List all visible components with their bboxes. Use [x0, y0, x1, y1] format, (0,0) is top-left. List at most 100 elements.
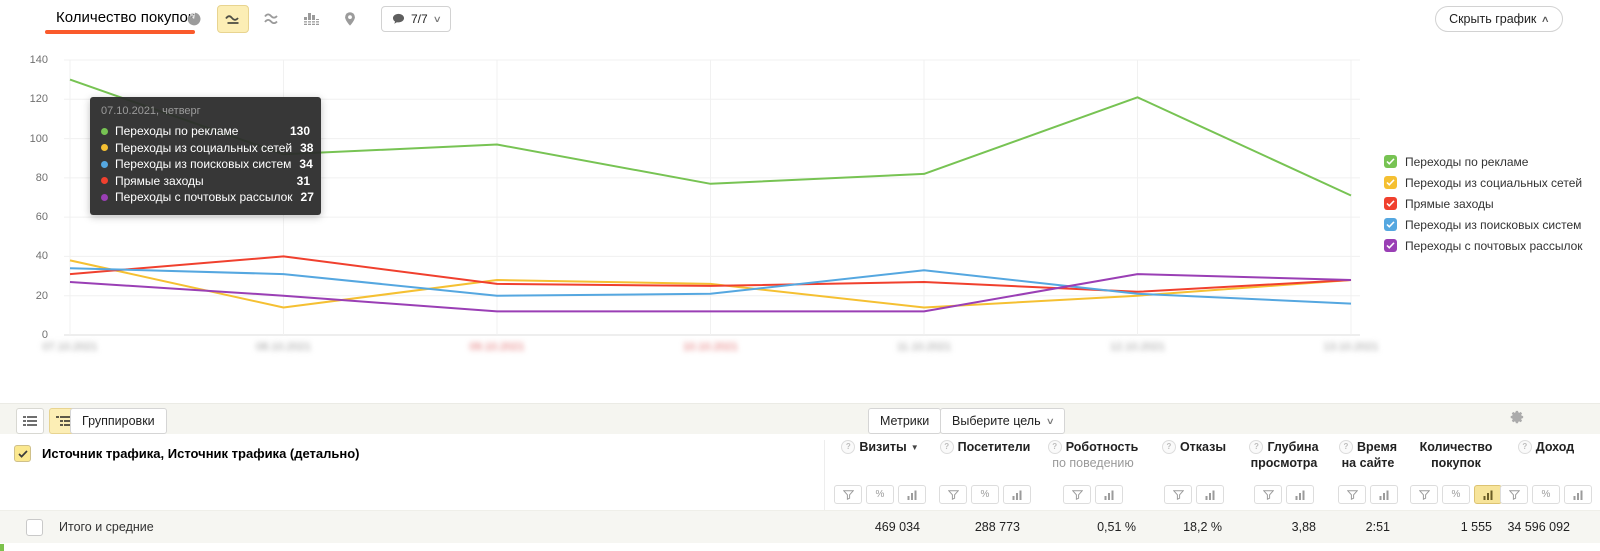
bar-chart-filter-icon[interactable] [1003, 485, 1031, 504]
column-title[interactable]: Количество [1419, 440, 1493, 454]
line-chart: 0 20 40 60 80 100 120 140 07.10.2021 08.10.2021 0… [0, 42, 1600, 360]
y-tick-label: 100 [29, 132, 48, 145]
line-chart-icon[interactable] [217, 5, 249, 33]
column-title[interactable]: Посетители [957, 440, 1031, 454]
help-icon[interactable]: ? [1161, 440, 1176, 454]
sort-desc-icon[interactable]: ▼ [910, 442, 919, 452]
stacked-area-icon[interactable] [256, 5, 288, 33]
series-line[interactable] [69, 267, 1352, 305]
chart-legend: Переходы по рекламе Переходы из социальны… [1384, 151, 1583, 256]
series-line[interactable] [69, 255, 1352, 293]
map-pin-icon[interactable] [334, 5, 366, 33]
y-tick-label: 20 [35, 289, 48, 302]
metric-column: ? Глубина просмотра [1237, 440, 1331, 510]
filter-funnel-icon[interactable] [834, 485, 862, 504]
legend-label: Переходы из поисковых систем [1405, 217, 1582, 232]
legend-item[interactable]: Переходы по рекламе [1384, 151, 1583, 172]
help-icon[interactable]: ? [1249, 440, 1264, 454]
series-color-dot [101, 177, 108, 185]
bar-chart-filter-icon[interactable] [1370, 485, 1398, 504]
legend-item[interactable]: Переходы из поисковых систем [1384, 214, 1583, 235]
x-tick-label: 10.10.2021 [682, 341, 739, 353]
groupings-button[interactable]: Группировки [70, 408, 167, 434]
legend-checkbox[interactable] [1384, 176, 1397, 189]
filter-funnel-icon[interactable] [1338, 485, 1366, 504]
column-title[interactable]: Визиты [859, 440, 907, 454]
help-icon[interactable]: ? [1517, 440, 1532, 454]
legend-checkbox[interactable] [1384, 155, 1397, 168]
pie-chart-icon[interactable] [178, 5, 210, 33]
bar-chart-filter-icon[interactable] [1095, 485, 1123, 504]
choose-goal-button[interactable]: Выберите цель ∨ [940, 408, 1066, 434]
filter-funnel-icon[interactable] [1500, 485, 1528, 504]
series-color-dot [101, 193, 108, 201]
filter-funnel-icon[interactable] [1063, 485, 1091, 504]
bar-chart-filter-icon[interactable] [1474, 485, 1502, 504]
totals-value: 1 555 [1460, 520, 1492, 534]
percent-filter-icon[interactable]: % [1442, 485, 1470, 504]
metric-column: ? Посетители% [935, 440, 1035, 510]
y-tick-label: 0 [41, 329, 48, 341]
dimension-checkbox[interactable] [14, 445, 31, 462]
totals-value: 469 034 [874, 520, 920, 534]
bar-chart-filter-icon[interactable] [898, 485, 926, 504]
legend-label: Переходы с почтовых рассылок [1405, 238, 1583, 253]
totals-checkbox[interactable] [26, 518, 43, 536]
column-subtitle: по поведению [1052, 456, 1134, 470]
column-subtitle: просмотра [1250, 456, 1318, 470]
totals-value: 288 773 [974, 520, 1020, 534]
filter-funnel-icon[interactable] [1254, 485, 1282, 504]
series-color-dot [101, 144, 108, 152]
chevron-down-icon: ∨ [1045, 415, 1055, 426]
y-tick-label: 40 [35, 250, 48, 263]
series-line[interactable] [69, 273, 1352, 313]
bar-chart-filter-icon[interactable] [1286, 485, 1314, 504]
column-title[interactable]: Доход [1535, 440, 1575, 454]
help-icon[interactable]: ? [1339, 440, 1353, 454]
help-icon[interactable]: ? [939, 440, 954, 454]
help-icon[interactable]: ? [1047, 440, 1062, 454]
bar-chart-filter-icon[interactable] [1564, 485, 1592, 504]
series-line[interactable] [69, 259, 1352, 309]
metrics-button[interactable]: Метрики [868, 408, 942, 434]
next-row-color-indicator [0, 544, 4, 551]
column-subtitle: на сайте [1341, 456, 1395, 470]
hide-chart-button[interactable]: Скрыть график ∧ [1435, 6, 1563, 32]
legend-label: Переходы по рекламе [1405, 154, 1529, 169]
metric-column: ? Время на сайте [1331, 440, 1405, 510]
totals-value: 0,51 % [1097, 520, 1136, 534]
segments-selector[interactable]: 7/7 ∨ [381, 6, 452, 32]
bar-chart-filter-icon[interactable] [1196, 485, 1224, 504]
legend-item[interactable]: Прямые заходы [1384, 193, 1583, 214]
column-title[interactable]: Глубина [1267, 440, 1319, 454]
column-title[interactable]: Время [1357, 440, 1397, 454]
segments-count: 7/7 [411, 12, 428, 26]
column-title[interactable]: Роботность [1065, 440, 1139, 454]
totals-row: Итого и средние 469 034 288 773 0,51 % 18,2… [0, 510, 1600, 543]
filter-funnel-icon[interactable] [1164, 485, 1192, 504]
help-icon[interactable]: ? [841, 440, 856, 454]
percent-filter-icon[interactable]: % [866, 485, 894, 504]
legend-checkbox[interactable] [1384, 218, 1397, 231]
column-title[interactable]: Отказы [1179, 440, 1227, 454]
x-tick-label: 13.10.2021 [1323, 341, 1379, 353]
tooltip-row: Переходы из социальных сетей 38 [101, 140, 313, 157]
legend-checkbox[interactable] [1384, 197, 1397, 210]
legend-item[interactable]: Переходы из социальных сетей [1384, 172, 1583, 193]
x-tick-label: 09.10.2021 [469, 341, 525, 353]
series-color-dot [101, 127, 108, 135]
table-toolbar: Группировки Метрики Выберите цель ∨ [0, 403, 1600, 435]
filter-funnel-icon[interactable] [939, 485, 967, 504]
filter-funnel-icon[interactable] [1410, 485, 1438, 504]
flat-list-icon[interactable] [16, 408, 44, 434]
tooltip-row: Переходы с почтовых рассылок 27 [101, 189, 314, 206]
legend-checkbox[interactable] [1384, 239, 1397, 252]
percent-filter-icon[interactable]: % [1532, 485, 1560, 504]
legend-item[interactable]: Переходы с почтовых рассылок [1384, 235, 1583, 256]
totals-label: Итого и средние [59, 520, 154, 534]
x-tick-label: 11.10.2021 [896, 341, 952, 353]
settings-gear-icon[interactable] [1508, 409, 1525, 426]
totals-values: 469 034 288 773 0,51 % 18,2 % 3,88 2:51 1 555 3… [824, 511, 1584, 543]
bar-columns-icon[interactable] [295, 5, 327, 33]
percent-filter-icon[interactable]: % [971, 485, 999, 504]
